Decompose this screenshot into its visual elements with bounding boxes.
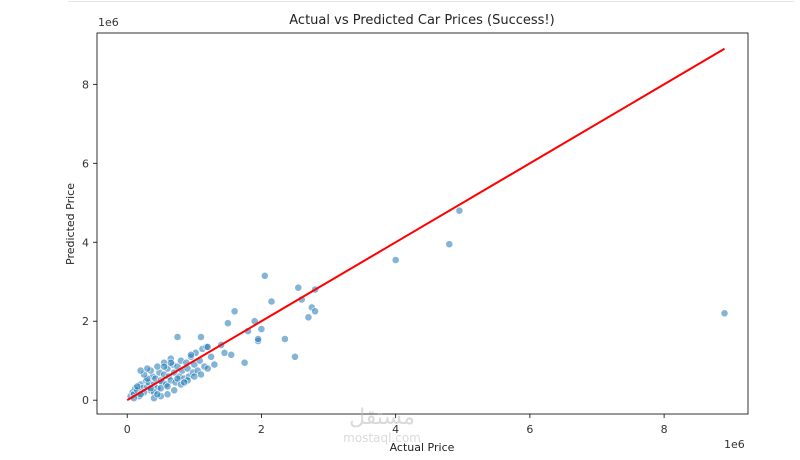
data-point bbox=[391, 256, 400, 264]
data-point bbox=[280, 335, 289, 343]
data-point bbox=[160, 362, 168, 371]
data-point bbox=[153, 390, 162, 399]
watermark-latin: mostaql.com bbox=[343, 431, 421, 445]
data-point bbox=[197, 333, 205, 341]
y-axis-ticks: 0 2 4 6 8 bbox=[82, 78, 97, 407]
data-point bbox=[166, 358, 175, 367]
data-point bbox=[203, 342, 212, 351]
y-tick-label: 0 bbox=[82, 394, 89, 407]
data-point bbox=[254, 335, 262, 343]
data-point bbox=[455, 206, 464, 215]
data-point bbox=[203, 364, 212, 373]
x-tick-label: 4 bbox=[392, 423, 399, 436]
data-point bbox=[207, 352, 215, 361]
top-divider bbox=[68, 1, 794, 2]
plot-border bbox=[96, 32, 749, 415]
y-axis-label: Predicted Price bbox=[64, 183, 77, 265]
y-tick-label: 6 bbox=[82, 157, 89, 170]
data-point bbox=[267, 297, 276, 306]
data-point bbox=[257, 325, 266, 333]
watermark-logo: مستقل mostaql.com bbox=[343, 405, 421, 445]
x-offset-label: 1e6 bbox=[724, 438, 745, 451]
x-tick-label: 0 bbox=[124, 423, 131, 436]
data-point bbox=[227, 350, 236, 359]
plot-frame bbox=[96, 32, 749, 415]
watermark-arabic: مستقل bbox=[349, 405, 415, 430]
data-points bbox=[126, 206, 729, 403]
data-point bbox=[133, 382, 142, 391]
x-axis-label: Actual Price bbox=[390, 441, 455, 454]
data-point bbox=[163, 390, 172, 399]
data-point bbox=[210, 360, 219, 369]
data-point bbox=[173, 374, 182, 383]
data-point bbox=[163, 382, 172, 391]
y-tick-label: 4 bbox=[82, 236, 89, 249]
data-point bbox=[153, 362, 162, 371]
data-point bbox=[230, 307, 239, 316]
data-point bbox=[143, 364, 152, 373]
data-point bbox=[304, 313, 313, 322]
data-point bbox=[260, 271, 269, 280]
data-point bbox=[180, 378, 189, 387]
chart-title: Actual vs Predicted Car Prices (Success!… bbox=[289, 13, 554, 28]
data-point bbox=[311, 307, 319, 316]
data-point bbox=[197, 370, 205, 379]
data-point bbox=[173, 333, 182, 341]
data-point bbox=[220, 348, 229, 357]
x-tick-label: 6 bbox=[526, 423, 533, 436]
data-point bbox=[240, 358, 249, 367]
y-tick-label: 2 bbox=[82, 315, 89, 328]
data-point bbox=[223, 319, 232, 328]
data-point bbox=[187, 350, 195, 359]
data-point bbox=[291, 352, 299, 361]
fit-line-group bbox=[126, 47, 726, 402]
data-point bbox=[720, 309, 729, 318]
y-offset-label: 1e6 bbox=[98, 16, 119, 29]
data-point bbox=[136, 366, 145, 375]
y-tick-label: 8 bbox=[82, 78, 89, 91]
x-tick-label: 2 bbox=[258, 423, 265, 436]
x-tick-label: 8 bbox=[661, 423, 668, 436]
data-point bbox=[294, 283, 303, 292]
data-point bbox=[170, 386, 179, 395]
fit-line bbox=[126, 47, 726, 402]
data-point bbox=[445, 240, 454, 249]
data-point bbox=[190, 372, 199, 381]
x-axis-ticks: 0 2 4 6 8 bbox=[124, 414, 668, 436]
